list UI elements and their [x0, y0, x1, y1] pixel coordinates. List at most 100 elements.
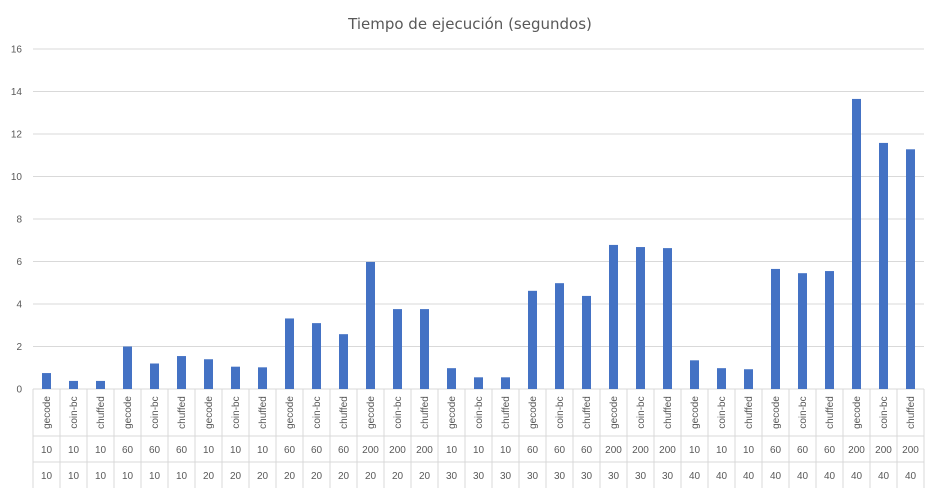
x-category-label: 30: [446, 471, 458, 482]
x-category-label: 40: [824, 471, 836, 482]
x-category-label: 10: [122, 471, 134, 482]
x-category-label: chuffed: [501, 396, 512, 429]
y-tick-label: 2: [16, 342, 22, 353]
x-category-label: 10: [95, 471, 107, 482]
bar: [582, 295, 591, 389]
bar: [825, 271, 834, 389]
x-category-label: 10: [95, 445, 107, 456]
x-category-label: coin-bc: [717, 396, 728, 428]
x-category-label: 10: [203, 445, 215, 456]
x-category-label: 20: [365, 471, 377, 482]
bar: [609, 244, 618, 389]
x-category-label: gecode: [852, 396, 863, 429]
x-category-label: 200: [605, 445, 622, 456]
x-category-label: coin-bc: [636, 396, 647, 428]
x-category-label: 10: [446, 445, 458, 456]
x-category-label: 10: [68, 445, 80, 456]
x-category-label: chuffed: [744, 396, 755, 429]
bar: [879, 142, 888, 389]
x-category-label: coin-bc: [879, 396, 890, 428]
y-tick-label: 4: [16, 300, 22, 311]
x-category-label: coin-bc: [69, 396, 80, 428]
y-tick-label: 14: [11, 87, 23, 98]
x-category-label: coin-bc: [393, 396, 404, 428]
x-category-label: 60: [770, 445, 782, 456]
x-category-label: 30: [554, 471, 566, 482]
x-category-label: 30: [500, 471, 512, 482]
x-category-label: coin-bc: [150, 396, 161, 428]
x-category-label: chuffed: [258, 396, 269, 429]
bar: [636, 247, 645, 389]
bar: [501, 377, 510, 389]
x-category-label: 40: [851, 471, 863, 482]
bars: [42, 98, 915, 389]
x-category-label: chuffed: [96, 396, 107, 429]
x-category-label: 60: [824, 445, 836, 456]
bar: [231, 366, 240, 389]
x-category-label: 200: [389, 445, 406, 456]
x-category-label: 30: [527, 471, 539, 482]
x-category-label: gecode: [447, 396, 458, 429]
x-category-label: gecode: [42, 396, 53, 429]
bar: [717, 368, 726, 389]
x-category-label: 20: [203, 471, 215, 482]
x-category-label: 40: [716, 471, 728, 482]
bar: [258, 367, 267, 389]
x-category-label: 60: [176, 445, 188, 456]
x-category-label: 60: [284, 445, 296, 456]
x-category-label: 10: [500, 445, 512, 456]
x-category-label: 60: [338, 445, 350, 456]
x-category-label: 30: [608, 471, 620, 482]
x-category-label: gecode: [366, 396, 377, 429]
bar: [285, 318, 294, 389]
x-category-label: 60: [581, 445, 593, 456]
bar: [798, 273, 807, 389]
x-category-label: chuffed: [177, 396, 188, 429]
bar: [690, 360, 699, 389]
x-category-label: 10: [176, 471, 188, 482]
x-category-label: 60: [122, 445, 134, 456]
x-category-label: 60: [149, 445, 161, 456]
x-category-label: 200: [902, 445, 919, 456]
x-category-label: 10: [716, 445, 728, 456]
bar: [150, 363, 159, 389]
bar: [447, 368, 456, 389]
x-category-label: 10: [689, 445, 701, 456]
x-category-label: 40: [797, 471, 809, 482]
x-category-label: 30: [662, 471, 674, 482]
x-category-label: 20: [392, 471, 404, 482]
x-category-label: coin-bc: [555, 396, 566, 428]
x-category-label: chuffed: [420, 396, 431, 429]
x-category-label: gecode: [528, 396, 539, 429]
x-category-label: chuffed: [663, 396, 674, 429]
y-tick-label: 10: [11, 172, 23, 183]
bar: [204, 359, 213, 389]
x-category-label: 40: [878, 471, 890, 482]
x-category-label: 20: [338, 471, 350, 482]
x-category-label: 10: [473, 445, 485, 456]
bar: [339, 334, 348, 389]
x-category-label: 60: [527, 445, 539, 456]
x-category-label: 20: [311, 471, 323, 482]
x-category-label: 40: [905, 471, 917, 482]
x-category-label: 10: [149, 471, 161, 482]
x-category-label: 200: [362, 445, 379, 456]
bar: [69, 380, 78, 389]
x-category-label: 200: [416, 445, 433, 456]
x-category-label: coin-bc: [798, 396, 809, 428]
x-category-label: 200: [848, 445, 865, 456]
x-category-label: 60: [797, 445, 809, 456]
x-category-label: gecode: [609, 396, 620, 429]
x-category-label: 60: [554, 445, 566, 456]
x-category-label: 10: [41, 445, 53, 456]
x-category-label: 30: [581, 471, 593, 482]
bar: [852, 98, 861, 389]
bar: [123, 346, 132, 389]
x-category-label: 40: [743, 471, 755, 482]
bar: [744, 369, 753, 389]
x-category-label: chuffed: [906, 396, 917, 429]
x-category-label: 40: [770, 471, 782, 482]
x-category-label: 20: [284, 471, 296, 482]
x-category-label: gecode: [690, 396, 701, 429]
